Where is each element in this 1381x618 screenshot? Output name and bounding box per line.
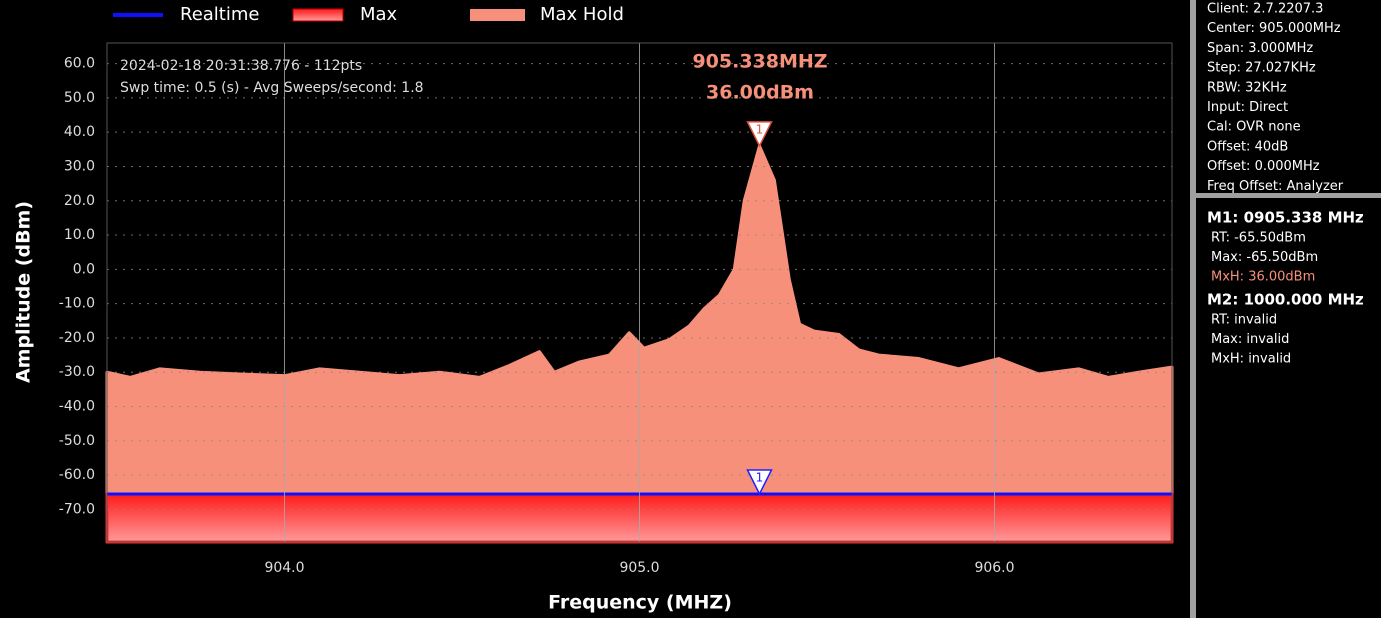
plot-frame — [106, 42, 1173, 543]
legend-label: Max — [360, 4, 398, 25]
marker-label: 1 — [756, 470, 764, 484]
marker-line: Max: -65.50dBm — [1211, 250, 1318, 265]
marker-label: 1 — [756, 122, 764, 136]
legend-swatch — [470, 9, 525, 21]
marker-header: M2: 1000.000 MHz — [1207, 291, 1364, 309]
marker-line: RT: -65.50dBm — [1211, 231, 1306, 246]
x-tick-label: 905.0 — [619, 560, 659, 576]
peak-annotation: 905.338MHZ — [692, 51, 827, 73]
y-tick-label: -30.0 — [59, 364, 95, 380]
panel-divider — [1190, 0, 1196, 618]
marker-line: Max: invalid — [1211, 332, 1289, 347]
y-tick-label: -70.0 — [59, 501, 95, 517]
peak-annotation: 36.00dBm — [706, 82, 814, 104]
legend-label: Max Hold — [540, 4, 624, 25]
marker-line: MxH: invalid — [1211, 352, 1291, 367]
info-line: Freq Offset: Analyzer — [1207, 179, 1344, 194]
marker-line: RT: invalid — [1211, 313, 1277, 328]
y-tick-label: 30.0 — [64, 158, 95, 174]
info-line: Offset: 0.000MHz — [1207, 159, 1320, 174]
marker — [746, 469, 773, 496]
marker-line: MxH: 36.00dBm — [1211, 270, 1315, 285]
panel-separator — [1196, 193, 1381, 198]
x-tick-label: 904.0 — [264, 560, 304, 576]
y-tick-label: 60.0 — [64, 56, 95, 72]
info-line: Offset: 40dB — [1207, 139, 1288, 154]
x-tick-label: 906.0 — [974, 560, 1014, 576]
y-tick-label: -40.0 — [59, 399, 95, 415]
y-tick-label: 10.0 — [64, 227, 95, 243]
legend-label: Realtime — [180, 4, 259, 25]
sweep-info: 2024-02-18 20:31:38.776 - 112pts — [120, 58, 362, 74]
info-line: Step: 27.027KHz — [1207, 61, 1316, 76]
legend-swatch — [292, 8, 344, 22]
y-tick-label: 20.0 — [64, 193, 95, 209]
y-tick-label: -10.0 — [59, 296, 95, 312]
info-line: Input: Direct — [1207, 100, 1288, 115]
y-tick-label: -50.0 — [59, 433, 95, 449]
marker-header: M1: 0905.338 MHz — [1207, 209, 1364, 227]
info-line: Center: 905.000MHz — [1207, 21, 1341, 36]
y-tick-label: -20.0 — [59, 330, 95, 346]
info-line: Cal: OVR none — [1207, 120, 1301, 135]
y-tick-label: 0.0 — [73, 261, 95, 277]
info-line: Span: 3.000MHz — [1207, 41, 1313, 56]
y-tick-label: -60.0 — [59, 467, 95, 483]
y-axis-label: Amplitude (dBm) — [13, 201, 35, 383]
info-line: Client: 2.7.2207.3 — [1207, 2, 1323, 17]
y-tick-label: 40.0 — [64, 124, 95, 140]
marker — [746, 121, 773, 148]
y-tick-label: 50.0 — [64, 90, 95, 106]
info-line: RBW: 32KHz — [1207, 80, 1287, 95]
x-axis-label: Frequency (MHZ) — [548, 592, 732, 614]
sweep-info: Swp time: 0.5 (s) - Avg Sweeps/second: 1… — [120, 80, 424, 96]
